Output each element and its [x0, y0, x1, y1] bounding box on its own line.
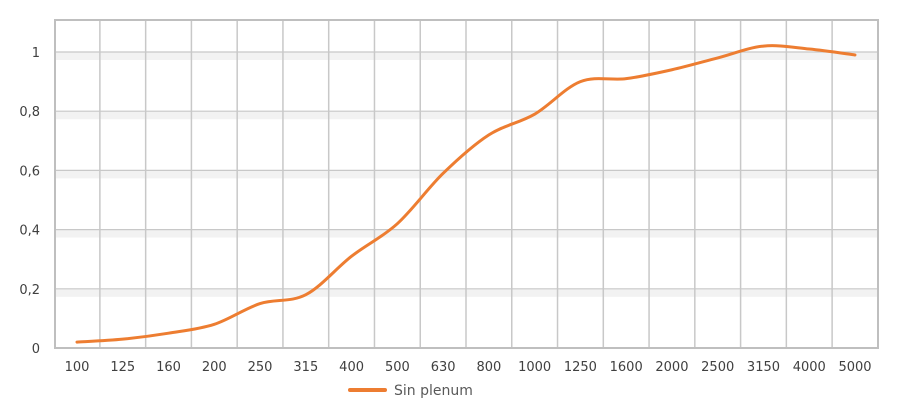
x-tick-label: 630	[431, 360, 456, 375]
x-tick-label: 500	[385, 360, 410, 375]
x-tick-label: 2500	[701, 360, 734, 375]
x-tick-label: 5000	[838, 360, 871, 375]
legend: Sin plenum	[348, 383, 473, 399]
y-axis-ticks: 0 0,2 0,4 0,6 0,8 1	[19, 46, 40, 357]
x-tick-label: 250	[248, 360, 273, 375]
y-tick-label: 0,6	[19, 164, 40, 179]
x-tick-label: 160	[156, 360, 181, 375]
x-tick-label: 200	[202, 360, 227, 375]
y-tick-label: 0,8	[19, 105, 40, 120]
y-tick-label: 0	[32, 342, 40, 357]
series-line	[75, 44, 857, 344]
x-tick-label: 1250	[564, 360, 597, 375]
x-tick-label: 100	[65, 360, 90, 375]
y-tick-label: 0,2	[19, 283, 40, 298]
legend-label: Sin plenum	[394, 383, 473, 399]
x-tick-label: 2000	[655, 360, 688, 375]
x-axis-ticks: 100 125 160 200 250 315 400 500 630 800 1000 1250 16…	[65, 360, 872, 375]
grid	[55, 20, 878, 348]
plot-frame	[54, 19, 879, 349]
x-tick-label: 4000	[793, 360, 826, 375]
x-tick-label: 1600	[610, 360, 643, 375]
x-tick-label: 1000	[518, 360, 551, 375]
x-tick-label: 400	[339, 360, 364, 375]
x-tick-label: 3150	[747, 360, 780, 375]
x-tick-label: 125	[110, 360, 135, 375]
x-tick-label: 315	[293, 360, 318, 375]
x-tick-label: 800	[476, 360, 501, 375]
series	[75, 44, 857, 344]
y-tick-label: 0,4	[19, 224, 40, 239]
y-tick-label: 1	[32, 46, 40, 61]
